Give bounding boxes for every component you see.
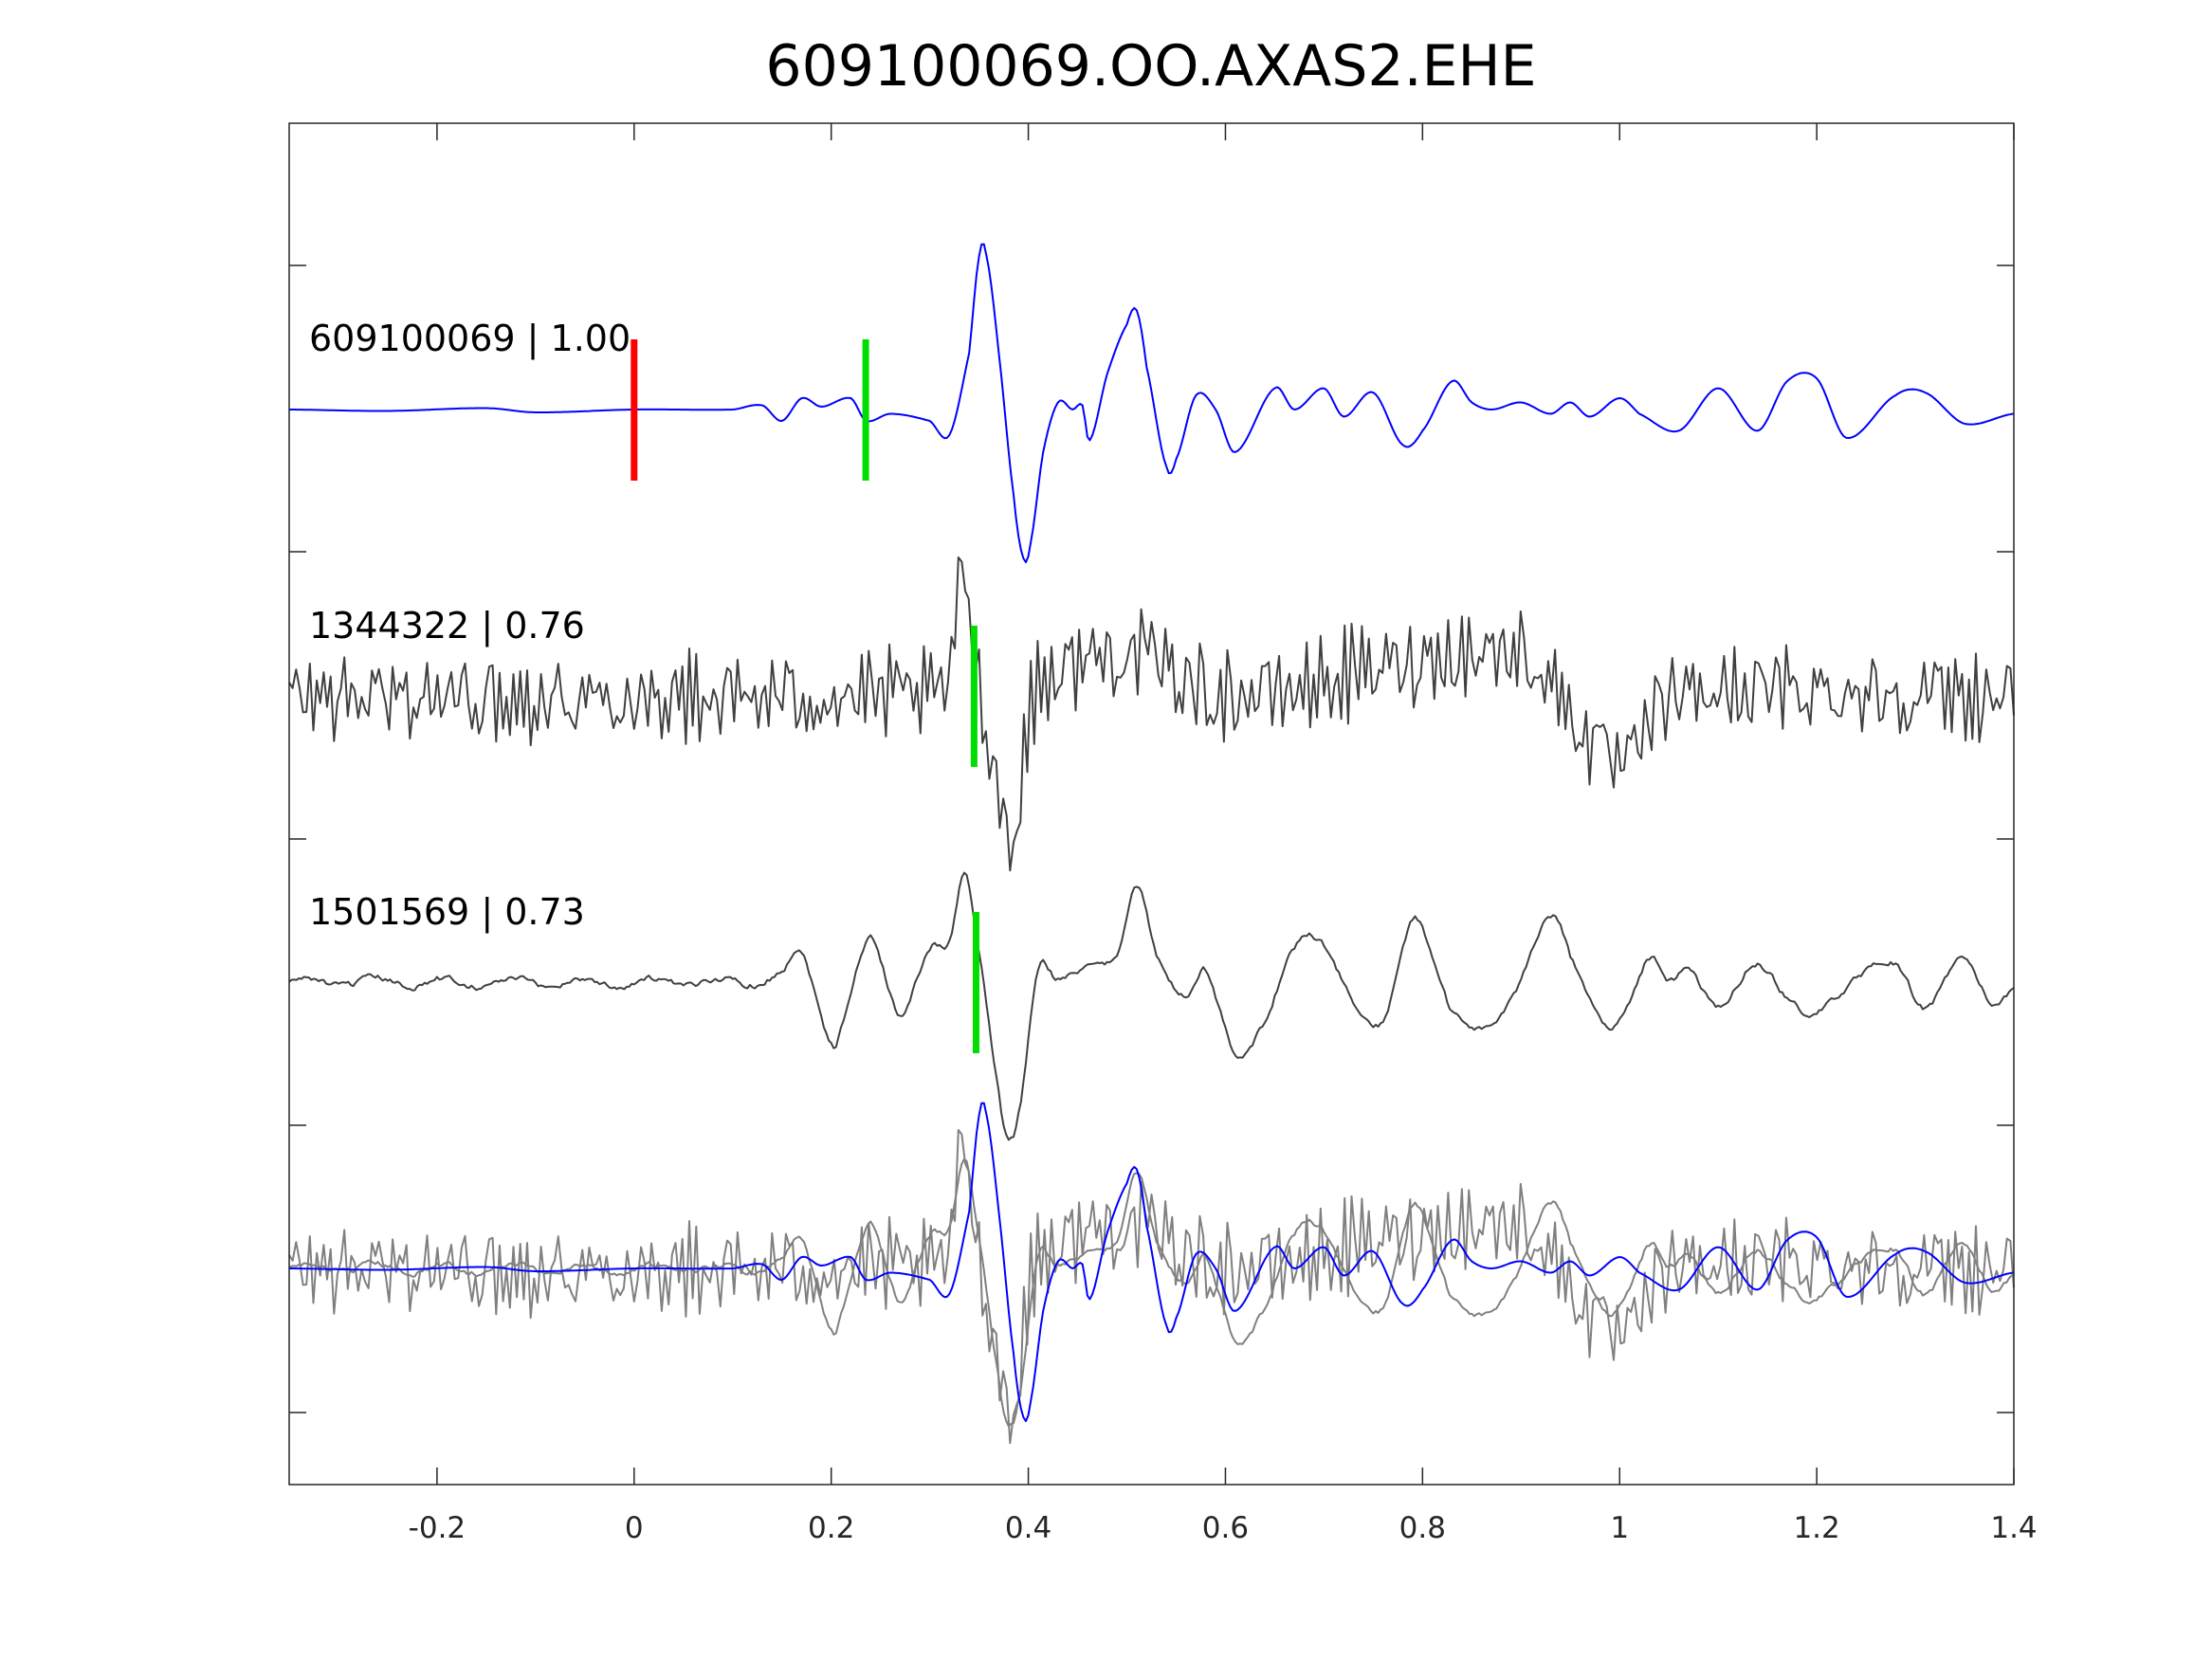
overlay-trace-1501569: [288, 1158, 2015, 1428]
x-tick-labels: -0.2 0 0.2 0.4 0.6 0.8 1 1.2 1.4: [409, 1511, 2038, 1545]
trace-label: 1501569 | 0.73: [309, 891, 585, 934]
x-tick-label: 0.6: [1202, 1511, 1249, 1545]
axes: [288, 122, 2015, 1486]
overlay-trace-1344322: [288, 1129, 2015, 1445]
x-tick-label: 1.4: [1990, 1511, 2037, 1545]
plot-frame: [288, 122, 2015, 1486]
x-tick-label: 0.4: [1005, 1511, 1051, 1545]
trace-609100069: [289, 243, 2015, 564]
picks-layer: [631, 339, 979, 1053]
x-tick-label: 0.8: [1399, 1511, 1446, 1545]
x-tick-label: 0.2: [808, 1511, 854, 1545]
x-tick-label: -0.2: [409, 1511, 466, 1545]
x-tick-label: 1.2: [1793, 1511, 1839, 1545]
traces-layer: [288, 243, 2015, 1445]
x-tick-label: 0: [625, 1511, 644, 1545]
x-tick-label: 1: [1610, 1511, 1629, 1545]
trace-label: 1344322 | 0.76: [309, 605, 585, 647]
overlay-trace-609100069: [289, 1102, 2015, 1423]
trace-1344322: [288, 556, 2015, 872]
trace-label: 609100069 | 1.00: [309, 318, 631, 360]
labels-layer: 609100069 | 1.00 1344322 | 0.76 1501569 …: [309, 318, 631, 934]
trace-1501569: [288, 871, 2015, 1141]
chart-title: 609100069.OO.AXAS2.EHE: [765, 33, 1536, 100]
